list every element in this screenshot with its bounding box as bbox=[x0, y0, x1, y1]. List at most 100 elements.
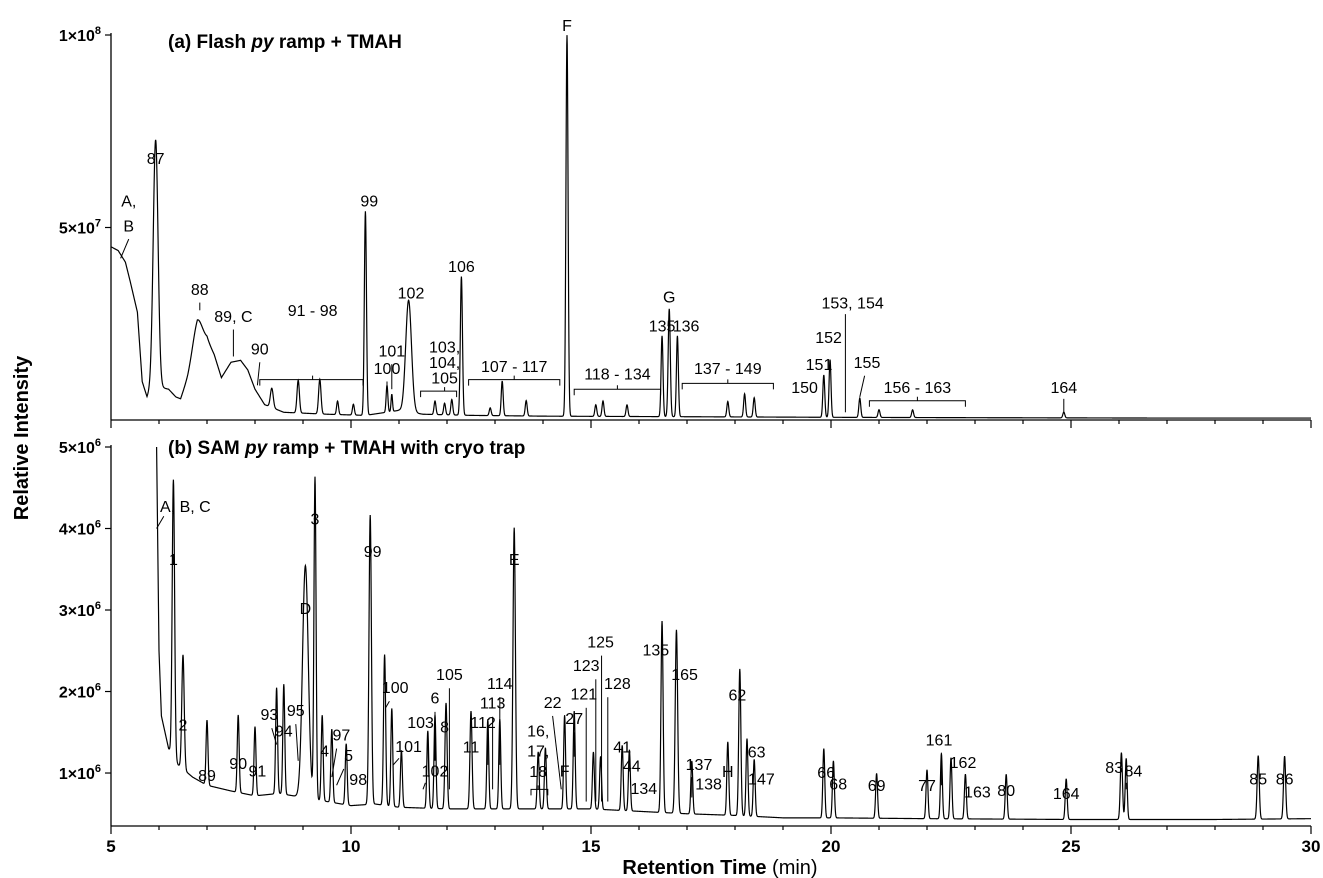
label-leader bbox=[427, 736, 430, 778]
y-tick-label: 1×108 bbox=[59, 25, 101, 45]
peak-label: 112 bbox=[470, 715, 496, 732]
peak-label: 123 bbox=[573, 658, 600, 675]
peak-label: 41 bbox=[613, 740, 631, 757]
peak-label: 68 bbox=[829, 776, 847, 793]
y-tick-label: 1×106 bbox=[59, 763, 101, 783]
peak-label: 2 bbox=[179, 718, 188, 735]
peak-label: 99 bbox=[364, 544, 382, 561]
label-bracket bbox=[420, 387, 458, 398]
peak-label: 103 bbox=[407, 715, 434, 732]
peak-label: 66 bbox=[817, 765, 835, 782]
label-leader bbox=[271, 728, 278, 745]
peak-label: 98 bbox=[349, 772, 367, 789]
peak-label: 105 bbox=[436, 667, 463, 684]
peak-label: 89, C bbox=[214, 309, 252, 326]
y-tick-label: 4×106 bbox=[59, 519, 101, 539]
peak-label: 164 bbox=[1050, 380, 1077, 397]
x-tick-labels: 5 10 15 20 25 30 bbox=[106, 837, 1320, 856]
x-tick-label: 15 bbox=[582, 837, 601, 856]
label-leader bbox=[385, 701, 390, 709]
peak-label: 151 bbox=[806, 357, 833, 374]
peak-label: 150 bbox=[791, 380, 818, 397]
panel-title-prefix: (b) SAM bbox=[168, 438, 245, 459]
label-bracket bbox=[573, 385, 662, 396]
y-tick-times: ×10 bbox=[68, 685, 95, 702]
peak-label: 88 bbox=[191, 282, 209, 299]
peak-label: 147 bbox=[748, 771, 775, 788]
peak-label: 91 bbox=[249, 763, 267, 780]
peak-label: 155 bbox=[854, 355, 881, 372]
peak-label: 114 bbox=[487, 676, 513, 693]
peak-label: 102 bbox=[398, 286, 425, 303]
peak-label: F bbox=[562, 18, 572, 35]
x-tick-label: 10 bbox=[342, 837, 361, 856]
y-tick-exponent: 8 bbox=[95, 25, 101, 37]
label-bracket bbox=[681, 379, 774, 390]
peak-label: 93 bbox=[261, 707, 279, 724]
peak-label: 102 bbox=[422, 763, 449, 780]
y-tick-exponent: 6 bbox=[95, 763, 101, 775]
peak-label: 153, 154 bbox=[821, 295, 883, 312]
peak-label: F bbox=[560, 763, 570, 780]
x-tick-label: 5 bbox=[106, 837, 115, 856]
peak-label: G bbox=[663, 290, 675, 307]
peak-label: E bbox=[509, 552, 520, 569]
peak-label: 89 bbox=[198, 768, 216, 785]
peak-label: A, bbox=[121, 193, 136, 210]
peak-label: 86 bbox=[1276, 771, 1294, 788]
peak-label: 162 bbox=[950, 755, 977, 772]
peak-label: 165 bbox=[671, 667, 698, 684]
peak-label: 5 bbox=[344, 748, 353, 765]
peak-label: 87 bbox=[147, 151, 165, 168]
y-tick-times: ×10 bbox=[68, 28, 95, 45]
peak-label: 69 bbox=[868, 778, 886, 795]
y-tick-mantissa: 5 bbox=[59, 221, 68, 238]
label-leader bbox=[392, 758, 400, 766]
peak-label: 100 bbox=[374, 361, 401, 378]
peak-label: 18 bbox=[529, 764, 547, 781]
peak-label: H bbox=[722, 764, 734, 781]
x-axis: 5 10 15 20 25 30 Retention Time (min) bbox=[106, 837, 1320, 878]
panel-title: (a) Flash py ramp + TMAH bbox=[168, 32, 402, 53]
peak-label: 94 bbox=[275, 723, 293, 740]
x-axis-label: Retention Time bbox=[622, 857, 766, 878]
label-leader bbox=[552, 715, 562, 790]
peak-label: 101 bbox=[395, 739, 422, 756]
peak-label: 136 bbox=[673, 318, 700, 335]
label-leader bbox=[331, 748, 338, 778]
peak-label: 80 bbox=[997, 783, 1015, 800]
peak-label: 1 bbox=[169, 552, 178, 569]
chromatogram-trace bbox=[156, 446, 1312, 821]
peak-label: 137 bbox=[686, 757, 713, 774]
y-tick-times: ×10 bbox=[68, 221, 95, 238]
peak-label: 101 bbox=[378, 343, 405, 360]
peak-label: 137 - 149 bbox=[694, 361, 762, 378]
peak-label: 3 bbox=[311, 511, 320, 528]
label-leader bbox=[156, 516, 165, 529]
peak-label: 164 bbox=[1053, 786, 1080, 803]
peak-label: 161 bbox=[926, 732, 953, 749]
x-tick-label: 25 bbox=[1062, 837, 1081, 856]
peak-label: 17, bbox=[527, 744, 549, 761]
label-leader bbox=[859, 375, 866, 398]
peak-label: 4 bbox=[320, 744, 329, 761]
panel-title-suffix: ramp + TMAH bbox=[274, 32, 402, 53]
y-tick-exponent: 7 bbox=[95, 218, 101, 230]
peak-label: 85 bbox=[1249, 771, 1267, 788]
x-tick-label: 20 bbox=[822, 837, 841, 856]
peak-label: 11 bbox=[463, 740, 480, 757]
peak-label: 163 bbox=[964, 784, 991, 801]
peak-label: 121 bbox=[570, 687, 597, 704]
peak-label: 134 bbox=[630, 781, 657, 798]
label-bracket bbox=[468, 375, 561, 386]
panel-title-italic: py bbox=[244, 438, 269, 459]
peak-label: 152 bbox=[815, 330, 842, 347]
y-tick-times: ×10 bbox=[68, 603, 95, 620]
y-tick-label: 2×106 bbox=[59, 682, 101, 702]
peak-label: 62 bbox=[729, 687, 747, 704]
peak-label: 135 bbox=[642, 643, 669, 660]
peak-label: 125 bbox=[587, 635, 614, 652]
peak-label: 156 - 163 bbox=[884, 380, 952, 397]
